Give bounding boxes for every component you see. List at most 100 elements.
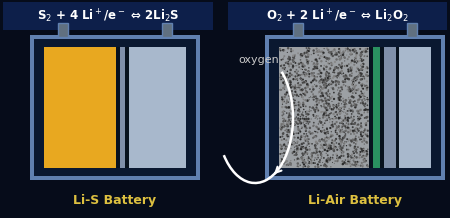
Point [294,157,302,160]
Point [351,149,359,152]
Point [281,160,288,164]
Point [294,64,302,67]
Point [324,146,331,149]
Point [346,143,353,147]
Point [305,49,312,53]
Point [296,121,303,125]
Point [300,104,307,108]
Point [336,64,343,67]
Point [359,165,366,169]
Point [349,163,356,166]
Point [326,50,333,54]
Point [342,102,349,106]
Point [285,56,292,60]
Point [317,153,324,157]
Point [300,101,307,104]
Point [284,133,291,136]
Point [288,125,295,128]
Point [364,129,371,133]
Point [315,53,322,57]
Point [336,128,343,131]
Point [331,68,338,71]
Point [351,99,358,103]
Point [285,141,292,144]
Point [348,156,355,159]
Point [357,108,364,111]
Point [358,59,365,63]
Point [332,111,339,114]
Point [314,131,321,134]
Point [276,72,284,75]
Bar [58,23,68,37]
Point [286,122,293,126]
Point [293,88,300,91]
Point [324,117,331,120]
Point [345,96,352,99]
Point [314,147,321,151]
Point [330,91,338,94]
Point [306,120,313,124]
Point [352,139,360,142]
Point [335,156,342,160]
Point [364,85,371,89]
Point [351,48,358,51]
Point [292,85,299,89]
Point [309,106,316,109]
Point [325,143,332,147]
Point [351,50,358,53]
Point [336,155,343,159]
Point [353,59,360,62]
Point [282,145,289,149]
Point [348,95,356,99]
Point [362,48,369,51]
Point [292,102,300,106]
Point [329,153,337,157]
Point [351,154,358,158]
Point [310,161,317,165]
Point [320,66,327,70]
Point [324,76,331,80]
Point [279,98,286,101]
Point [323,102,330,105]
Point [339,162,346,166]
Point [331,60,338,64]
Point [306,142,313,145]
Point [302,161,309,164]
Point [347,52,355,56]
Point [349,117,356,121]
Point [331,75,338,78]
Point [288,152,296,155]
Point [280,162,288,166]
Point [349,91,356,95]
Point [323,65,330,69]
Point [280,143,288,147]
Point [335,72,342,76]
Point [328,130,335,133]
Point [347,95,354,99]
Point [300,65,307,69]
Point [286,113,293,117]
Point [329,120,336,124]
Point [333,66,341,70]
Point [352,135,360,138]
Point [330,144,338,147]
Point [344,87,351,91]
Point [313,84,320,88]
Point [351,162,359,165]
Point [277,164,284,167]
Point [338,125,346,129]
Point [361,142,368,146]
Point [306,53,313,57]
Point [287,61,294,65]
Point [351,123,359,126]
Point [287,115,294,118]
Point [336,112,343,116]
Point [284,98,291,102]
Point [362,66,369,70]
Point [323,56,330,60]
Point [320,113,327,117]
Point [281,87,288,91]
Point [336,108,343,111]
Point [280,154,288,158]
Point [357,151,364,154]
